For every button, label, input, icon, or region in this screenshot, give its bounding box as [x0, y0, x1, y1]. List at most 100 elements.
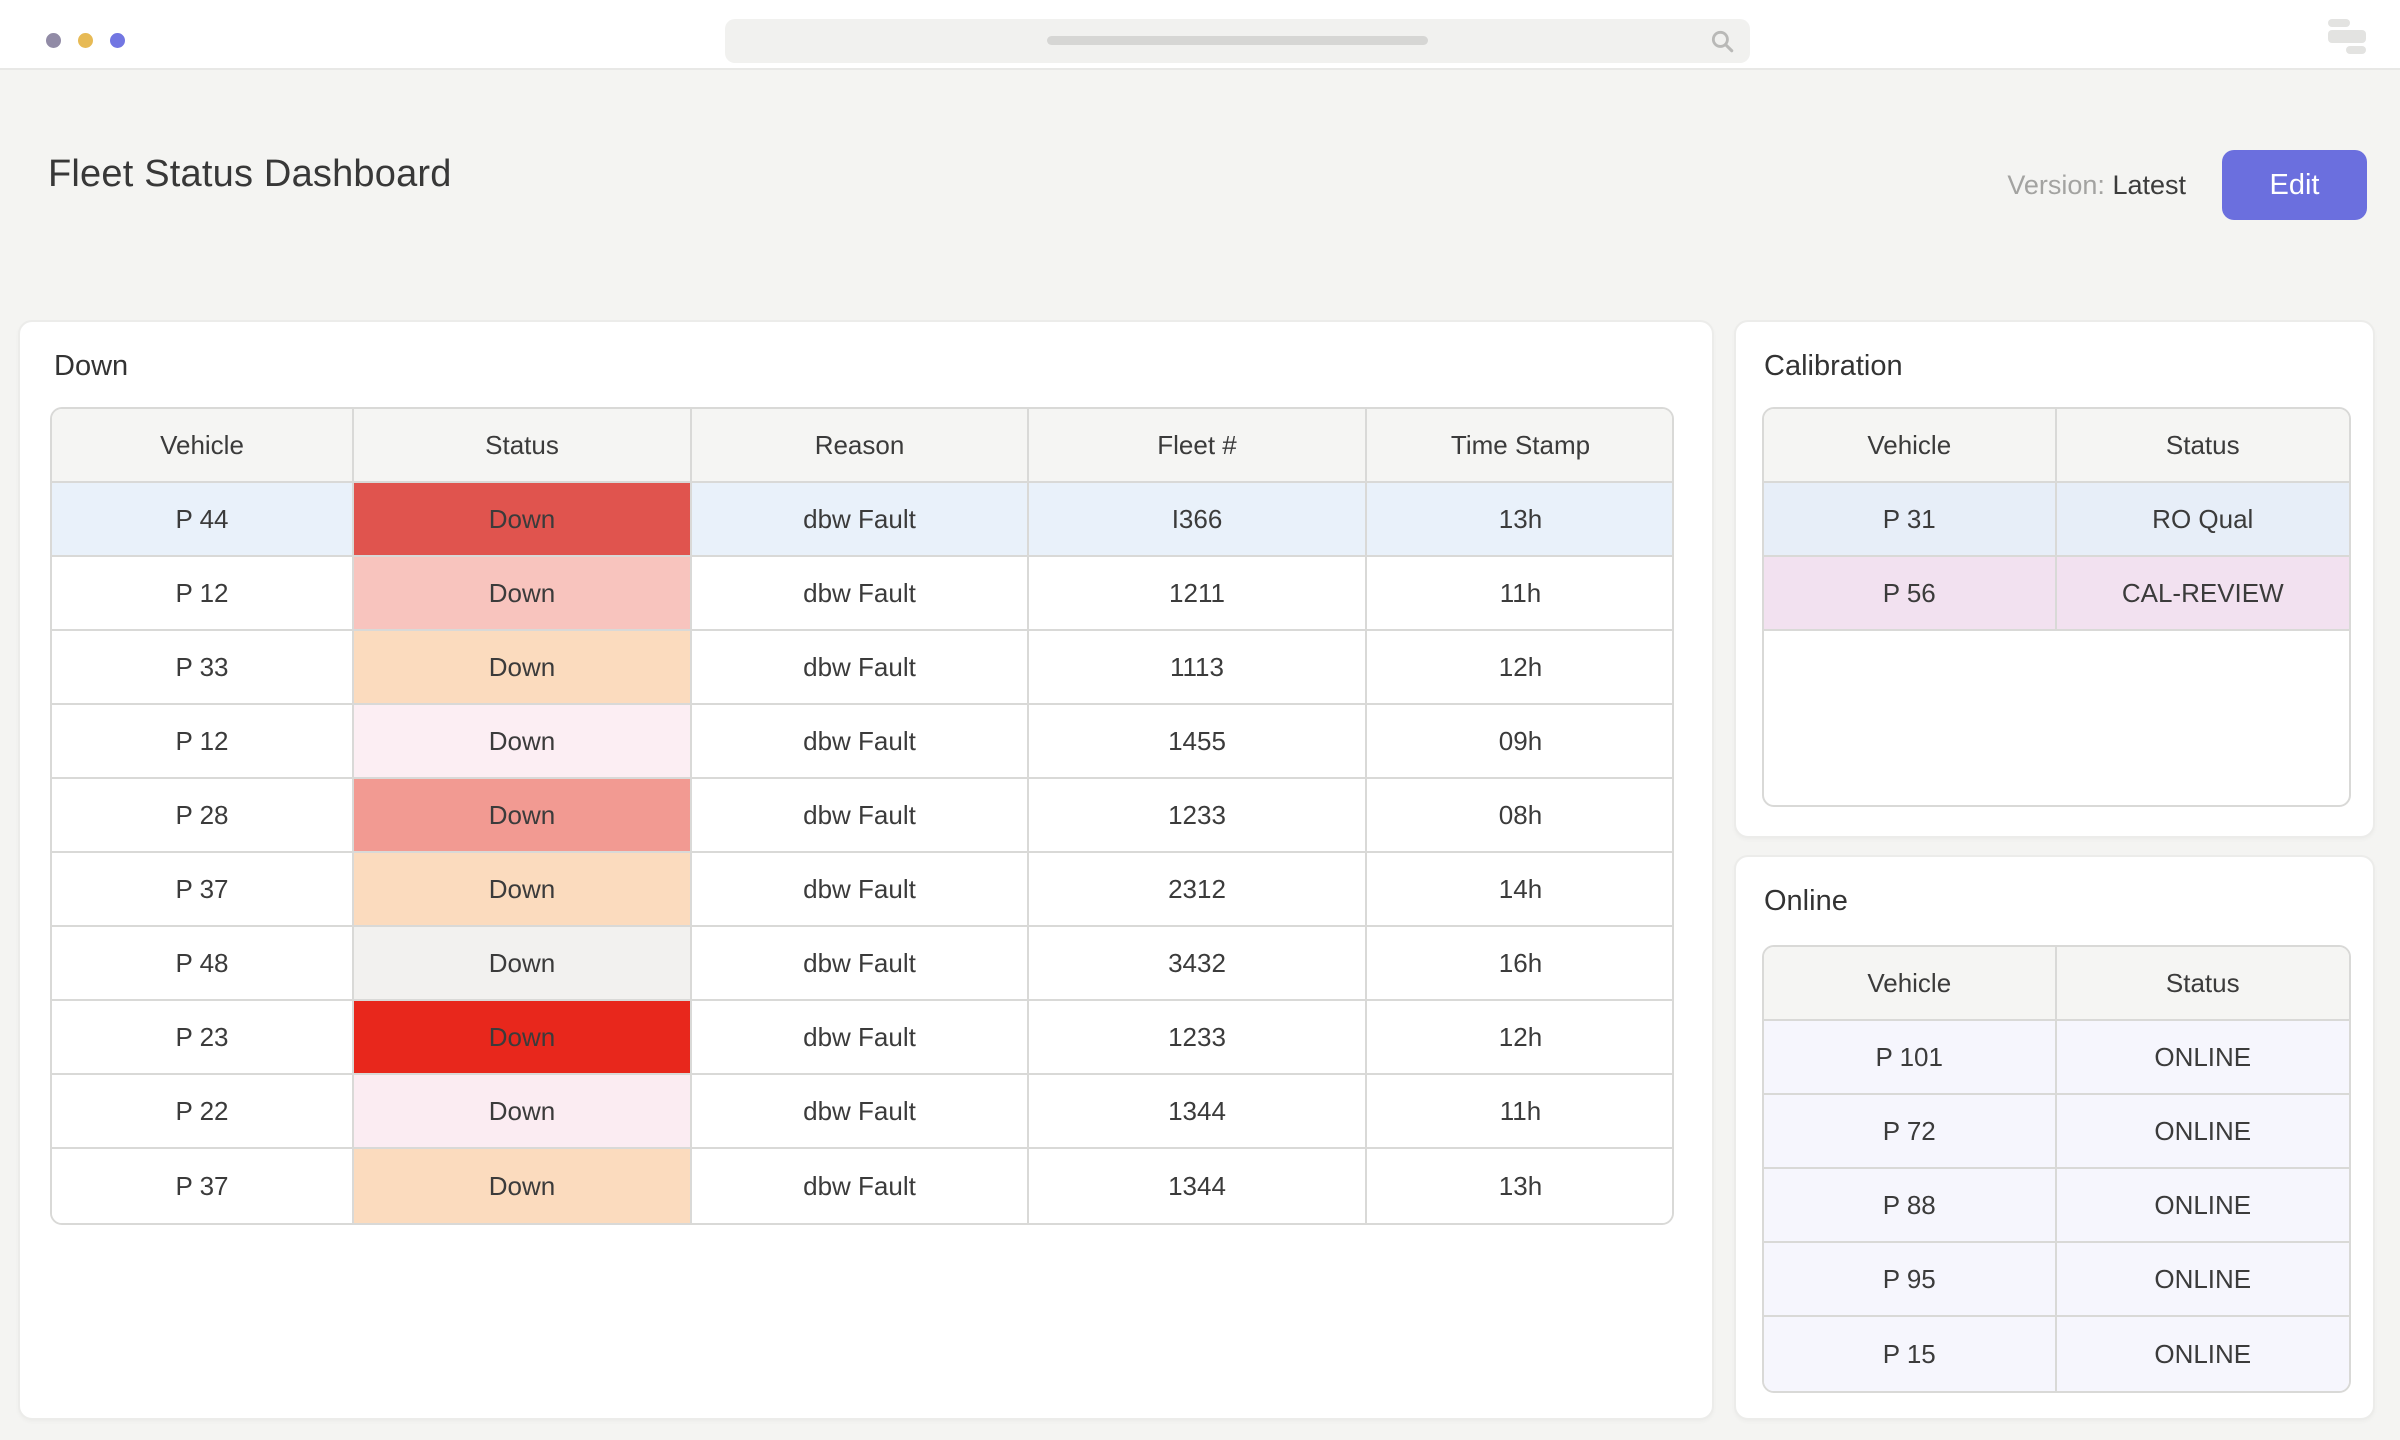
time-cell: 11h	[1367, 1075, 1672, 1149]
table-row[interactable]: P 15 ONLINE	[1764, 1317, 2349, 1391]
status-cell: Down	[354, 483, 692, 557]
reason-cell: dbw Fault	[692, 1075, 1029, 1149]
vehicle-cell: P 22	[52, 1075, 354, 1149]
online-table-header-row: Vehicle Status	[1764, 947, 2349, 1021]
reason-cell: dbw Fault	[692, 779, 1029, 853]
vehicle-cell: P 28	[52, 779, 354, 853]
time-cell: 12h	[1367, 1001, 1672, 1075]
fleet-cell: 1344	[1029, 1075, 1367, 1149]
status-cell: Down	[354, 1075, 692, 1149]
fleet-cell: I366	[1029, 483, 1367, 557]
time-cell: 09h	[1367, 705, 1672, 779]
vehicle-cell: P 23	[52, 1001, 354, 1075]
vehicle-cell: P 37	[52, 1149, 354, 1223]
vehicle-cell: P 15	[1764, 1317, 2057, 1391]
reason-cell: dbw Fault	[692, 483, 1029, 557]
down-table-header-row: Vehicle Status Reason Fleet # Time Stamp	[52, 409, 1672, 483]
status-cell: Down	[354, 1001, 692, 1075]
vehicle-cell: P 56	[1764, 557, 2057, 631]
reason-cell: dbw Fault	[692, 853, 1029, 927]
table-row[interactable]: P 37 Down dbw Fault 1344 13h	[52, 1149, 1672, 1223]
vehicle-cell: P 33	[52, 631, 354, 705]
fleet-cell: 1211	[1029, 557, 1367, 631]
window-titlebar	[0, 0, 2400, 70]
status-cell: CAL-REVIEW	[2056, 557, 2349, 631]
col-header-vehicle: Vehicle	[1764, 409, 2057, 483]
reason-cell: dbw Fault	[692, 927, 1029, 1001]
reason-cell: dbw Fault	[692, 1149, 1029, 1223]
status-cell: Down	[354, 631, 692, 705]
fleet-cell: 3432	[1029, 927, 1367, 1001]
fleet-cell: 1233	[1029, 779, 1367, 853]
col-header-status: Status	[354, 409, 692, 483]
table-row[interactable]: P 95 ONLINE	[1764, 1243, 2349, 1317]
fleet-cell: 1113	[1029, 631, 1367, 705]
status-cell: ONLINE	[2056, 1021, 2349, 1095]
col-header-reason: Reason	[692, 409, 1029, 483]
table-row[interactable]: P 22 Down dbw Fault 1344 11h	[52, 1075, 1672, 1149]
version-value: Latest	[2112, 169, 2186, 200]
window-menu-icon[interactable]	[2328, 19, 2366, 54]
vehicle-cell: P 31	[1764, 483, 2057, 557]
search-bar[interactable]	[725, 19, 1750, 63]
online-table: Vehicle Status P 101 ONLINE P 72 ONLINE …	[1762, 945, 2351, 1393]
status-cell: Down	[354, 705, 692, 779]
table-row[interactable]: P 33 Down dbw Fault 1113 12h	[52, 631, 1672, 705]
col-header-fleet: Fleet #	[1029, 409, 1367, 483]
status-cell: ONLINE	[2056, 1169, 2349, 1243]
status-cell: Down	[354, 927, 692, 1001]
time-cell: 12h	[1367, 631, 1672, 705]
calibration-table: Vehicle Status P 31 RO Qual P 56 CAL-REV…	[1762, 407, 2351, 807]
vehicle-cell: P 88	[1764, 1169, 2057, 1243]
col-header-vehicle: Vehicle	[1764, 947, 2057, 1021]
table-row[interactable]: P 37 Down dbw Fault 2312 14h	[52, 853, 1672, 927]
search-icon[interactable]	[1709, 28, 1735, 54]
edit-button[interactable]: Edit	[2222, 150, 2367, 220]
table-row[interactable]: P 31 RO Qual	[1764, 483, 2349, 557]
window-control-dot-3[interactable]	[110, 33, 125, 48]
down-panel-title: Down	[54, 350, 129, 382]
vehicle-cell: P 101	[1764, 1021, 2057, 1095]
status-cell: Down	[354, 853, 692, 927]
table-row[interactable]: P 72 ONLINE	[1764, 1095, 2349, 1169]
window-controls	[46, 33, 125, 48]
table-row[interactable]: P 44 Down dbw Fault I366 13h	[52, 483, 1672, 557]
version-label: Version:	[2007, 169, 2105, 200]
status-cell: ONLINE	[2056, 1095, 2349, 1169]
table-row[interactable]: P 88 ONLINE	[1764, 1169, 2349, 1243]
calibration-panel: Calibration Vehicle Status P 31 RO Qual …	[1734, 320, 2375, 838]
status-cell: ONLINE	[2154, 1338, 2252, 1369]
calibration-table-header-row: Vehicle Status	[1764, 409, 2349, 483]
col-header-timestamp: Time Stamp	[1367, 409, 1672, 483]
table-row[interactable]: P 23 Down dbw Fault 1233 12h	[52, 1001, 1672, 1075]
down-panel: Down Vehicle Status Reason Fleet # Time …	[18, 320, 1714, 1420]
status-cell: RO Qual	[2056, 483, 2349, 557]
time-cell: 14h	[1367, 853, 1672, 927]
reason-cell: dbw Fault	[692, 557, 1029, 631]
fleet-cell: 2312	[1029, 853, 1367, 927]
reason-cell: dbw Fault	[692, 1001, 1029, 1075]
fleet-cell: 1455	[1029, 705, 1367, 779]
header-actions: Version: Latest Edit	[2007, 150, 2367, 220]
table-row[interactable]: P 12 Down dbw Fault 1455 09h	[52, 705, 1672, 779]
window-control-dot-2[interactable]	[78, 33, 93, 48]
status-cell: Down	[354, 557, 692, 631]
col-header-status: Status	[2056, 409, 2349, 483]
table-row[interactable]: P 28 Down dbw Fault 1233 08h	[52, 779, 1672, 853]
table-row[interactable]: P 12 Down dbw Fault 1211 11h	[52, 557, 1672, 631]
reason-cell: dbw Fault	[692, 631, 1029, 705]
down-table: Vehicle Status Reason Fleet # Time Stamp…	[50, 407, 1674, 1225]
online-panel: Online Vehicle Status P 101 ONLINE P 72 …	[1734, 855, 2375, 1420]
table-row[interactable]: P 56 CAL-REVIEW	[1764, 557, 2349, 631]
time-cell: 13h	[1498, 1170, 1543, 1201]
time-cell: 16h	[1367, 927, 1672, 1001]
time-cell: 13h	[1367, 483, 1672, 557]
vehicle-cell: P 44	[52, 483, 354, 557]
table-row[interactable]: P 48 Down dbw Fault 3432 16h	[52, 927, 1672, 1001]
vehicle-cell: P 12	[52, 557, 354, 631]
window-control-dot-1[interactable]	[46, 33, 61, 48]
table-row[interactable]: P 101 ONLINE	[1764, 1021, 2349, 1095]
fleet-cell: 1344	[1029, 1149, 1367, 1223]
status-cell: ONLINE	[2056, 1243, 2349, 1317]
version-text: Version: Latest	[2007, 170, 2186, 201]
